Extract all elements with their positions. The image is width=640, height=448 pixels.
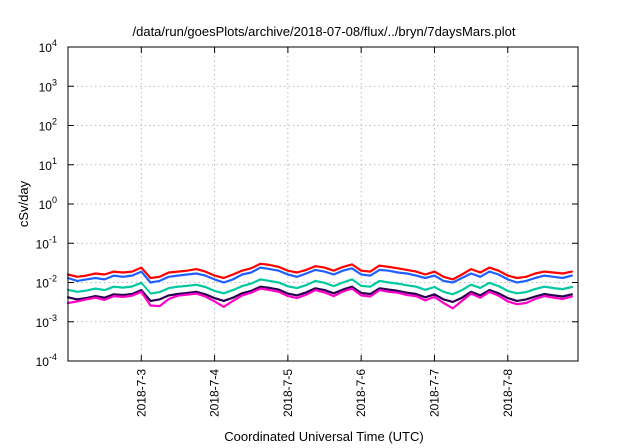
x-tick-label: 2018-7-3 [134,369,148,417]
series-line-6 [66,287,574,310]
series-line-2 [66,266,574,284]
y-tick-label: 10-1 [36,234,57,251]
y-tick-label: 10-2 [36,274,57,291]
series-line-3 [66,278,574,296]
x-tick-label: 2018-7-5 [281,369,295,417]
y-tick-label: 10-3 [36,313,57,330]
y-tick-exponent: -1 [49,234,57,244]
series-line-4 [66,281,574,299]
y-tick-label: 10-4 [36,352,57,369]
y-tick-exponent: -2 [49,274,57,284]
series-line-1 [66,262,574,281]
y-axis-label: cSv/day [16,180,31,227]
y-tick-label: 102 [39,117,57,134]
y-tick-label: 100 [39,195,57,212]
x-tick-label: 2018-7-6 [354,369,368,417]
y-tick-exponent: 4 [52,38,57,48]
x-axis: 2018-7-3 2018-7-4 2018-7-5 2018-7-6 2018-7-7… [134,47,515,417]
y-tick-exponent: 1 [52,156,57,166]
y-tick-exponent: 0 [52,195,57,205]
y-tick-label: 104 [39,38,57,55]
y-tick-exponent: -4 [49,352,57,362]
y-tick-label: 103 [39,77,57,94]
x-tick-label: 2018-7-8 [501,369,515,417]
y-tick-exponent: 2 [52,117,57,127]
x-tick-label: 2018-7-4 [208,369,222,417]
y-tick-exponent: 3 [52,77,57,87]
x-axis-label: Coordinated Universal Time (UTC) [224,429,423,444]
x-tick-label: 2018-7-7 [427,369,441,417]
y-tick-label: 101 [39,156,57,173]
series-layer [66,262,574,310]
series-line-5 [66,285,574,303]
chart-title: /data/run/goesPlots/archive/2018-07-08/f… [133,24,516,39]
y-tick-exponent: -3 [49,313,57,323]
grid [68,47,578,361]
